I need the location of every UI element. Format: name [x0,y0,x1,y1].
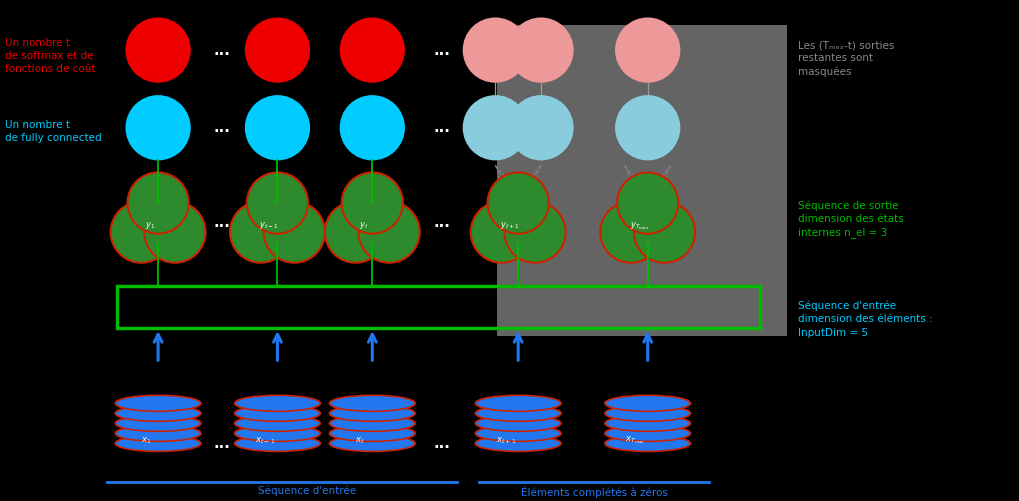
Text: $x_1$: $x_1$ [141,435,151,445]
Ellipse shape [600,201,661,263]
Ellipse shape [359,201,420,263]
Text: $x_t$: $x_t$ [355,435,365,445]
Ellipse shape [487,172,548,233]
Ellipse shape [463,18,528,83]
Text: $y_{T_{max}}$: $y_{T_{max}}$ [629,220,649,232]
Text: ...: ... [433,215,449,230]
Ellipse shape [471,201,532,263]
Ellipse shape [230,201,291,263]
Text: ...: ... [214,436,230,451]
Ellipse shape [633,201,695,263]
Text: $y_t$: $y_t$ [359,220,369,231]
Text: $x_{t+1}$: $x_{t+1}$ [495,435,516,445]
Ellipse shape [463,95,528,160]
Ellipse shape [329,415,415,431]
Ellipse shape [115,405,201,421]
Text: $y_{t-1}$: $y_{t-1}$ [259,220,279,231]
Ellipse shape [507,95,573,160]
Ellipse shape [329,395,415,411]
Ellipse shape [329,435,415,451]
Ellipse shape [604,415,690,431]
Bar [117,286,759,328]
Ellipse shape [339,95,405,160]
Ellipse shape [604,405,690,421]
Ellipse shape [604,435,690,451]
Ellipse shape [503,201,565,263]
Text: ...: ... [214,43,230,58]
Ellipse shape [115,425,201,441]
Ellipse shape [329,405,415,421]
Ellipse shape [475,425,560,441]
Ellipse shape [234,405,320,421]
Text: Séquence de sortie
dimension des états
internes n_el = 3: Séquence de sortie dimension des états i… [797,200,903,238]
Ellipse shape [604,395,690,411]
Ellipse shape [324,201,385,263]
Ellipse shape [475,415,560,431]
Text: Les (Tₘₐₓ-t) sorties
restantes sont
masquées: Les (Tₘₐₓ-t) sorties restantes sont masq… [797,40,893,77]
Text: Un nombre t
de softmax et de
fonctions de coût: Un nombre t de softmax et de fonctions d… [5,38,96,74]
Text: $y_1$: $y_1$ [145,220,155,231]
Ellipse shape [234,435,320,451]
Text: Séquence d'entrée
dimension des éléments :
InputDim = 5: Séquence d'entrée dimension des éléments… [797,301,931,338]
Ellipse shape [507,18,573,83]
Ellipse shape [329,425,415,441]
Ellipse shape [234,425,320,441]
Ellipse shape [614,18,680,83]
Text: ...: ... [214,120,230,135]
Ellipse shape [125,18,191,83]
Ellipse shape [234,395,320,411]
Text: Séquence d'entrée: Séquence d'entrée [258,486,357,496]
Text: $x_{T_{max}}$: $x_{T_{max}}$ [625,434,645,446]
Text: ...: ... [433,43,449,58]
Ellipse shape [145,201,206,263]
Text: $y_{t+1}$: $y_{t+1}$ [499,220,520,231]
Ellipse shape [115,395,201,411]
Ellipse shape [614,95,680,160]
Ellipse shape [115,415,201,431]
Ellipse shape [247,172,308,233]
Ellipse shape [341,172,403,233]
Ellipse shape [245,18,310,83]
Ellipse shape [475,435,560,451]
Ellipse shape [127,172,189,233]
Ellipse shape [245,95,310,160]
Ellipse shape [475,395,560,411]
Ellipse shape [263,201,325,263]
Bar [496,25,787,336]
Text: $x_{t-1}$: $x_{t-1}$ [255,435,275,445]
Ellipse shape [475,405,560,421]
Ellipse shape [339,18,405,83]
Ellipse shape [234,415,320,431]
Ellipse shape [125,95,191,160]
Ellipse shape [115,435,201,451]
Ellipse shape [604,425,690,441]
Text: Un nombre t
de fully connected: Un nombre t de fully connected [5,120,102,143]
Text: ...: ... [433,436,449,451]
Text: Éléments complétés à zéros: Éléments complétés à zéros [521,486,666,498]
Text: ...: ... [214,215,230,230]
Ellipse shape [111,201,172,263]
Ellipse shape [616,172,678,233]
Text: ...: ... [433,120,449,135]
